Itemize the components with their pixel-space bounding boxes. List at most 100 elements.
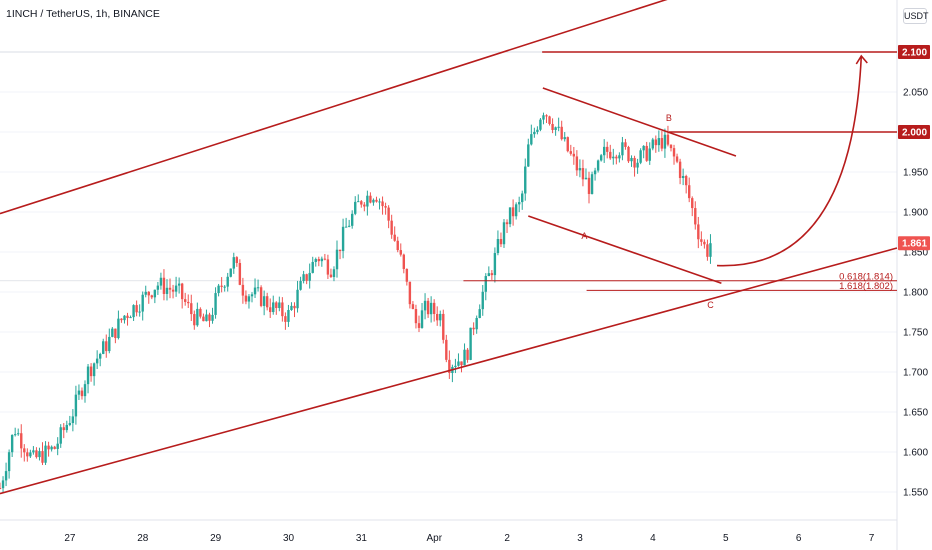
candle-down (587, 177, 591, 194)
candle-down (615, 156, 618, 159)
candle-up (554, 127, 557, 131)
candle-up (463, 349, 466, 366)
candle-down (53, 446, 56, 449)
wave-label-a: A (581, 231, 587, 241)
candle-up (314, 259, 317, 262)
candle-down (691, 198, 694, 209)
candle-up (599, 155, 603, 161)
time-tick-label: 4 (650, 533, 656, 544)
time-tick-label: 2 (504, 533, 510, 544)
candle-up (621, 142, 624, 156)
currency-unit-button[interactable]: USDT (903, 8, 929, 24)
candle-up (141, 294, 144, 312)
candle-down (326, 259, 330, 275)
candle-up (256, 287, 260, 289)
candle-down (566, 137, 569, 152)
candle-down (329, 274, 333, 278)
candle-up (311, 261, 314, 273)
candle-down (706, 244, 709, 257)
candle-down (338, 249, 342, 252)
price-tick-label: 1.700 (903, 368, 928, 379)
candle-up (77, 390, 81, 395)
candle-up (429, 302, 433, 315)
candle-down (633, 157, 636, 168)
candle-down (105, 341, 108, 352)
candle-down (135, 305, 138, 313)
price-tick-label: 1.750 (903, 328, 928, 339)
time-tick-label: 7 (869, 533, 875, 544)
candle-down (645, 145, 648, 161)
candle-up (32, 450, 35, 453)
candle-up (481, 291, 484, 310)
candle-up (533, 131, 536, 135)
price-axis[interactable]: 1.550 1.600 1.650 1.700 1.750 1.800 1.850 1.900… (898, 45, 930, 499)
candle-up (454, 365, 457, 367)
candle-down (675, 156, 679, 162)
candle-down (20, 433, 23, 449)
candle-up (320, 258, 324, 262)
candle-down (700, 239, 703, 242)
projection-arrow (716, 55, 863, 267)
candle-up (496, 239, 500, 254)
price-tick-label: 1.950 (903, 168, 928, 179)
candle-up (502, 222, 506, 245)
target-price-badge-1 (898, 45, 930, 59)
candle-up (217, 285, 220, 294)
price-tick-label: 1.550 (903, 488, 928, 499)
fib-label-2: 1.618(1.802) (839, 281, 893, 292)
projection-arrowhead (855, 54, 868, 65)
candle-up (1, 480, 5, 489)
candle-up (86, 366, 90, 385)
candle-down (654, 139, 658, 146)
candle-down (697, 224, 700, 240)
candle-up (484, 276, 487, 292)
candle-down (265, 296, 269, 308)
candle-down (417, 323, 421, 328)
price-tick-label: 1.800 (903, 288, 928, 299)
candle-up (29, 452, 32, 457)
time-axis[interactable]: 27 28 29 30 31 Apr 2 3 4 5 6 7 (64, 533, 874, 544)
candle-up (223, 286, 226, 288)
candle-up (10, 434, 14, 453)
time-tick-label: 6 (796, 533, 802, 544)
candle-down (399, 250, 402, 255)
drawings[interactable] (0, 0, 898, 495)
candle-down (445, 339, 448, 360)
candle-up (7, 452, 11, 472)
candle-up (253, 287, 257, 295)
candle-up (420, 310, 424, 328)
candle-up (296, 289, 299, 309)
candle-up (250, 294, 254, 297)
candle-down (363, 204, 366, 207)
candle-up (536, 129, 539, 132)
candle-down (581, 168, 585, 180)
price-tick-label: 1.600 (903, 448, 928, 459)
candle-up (278, 302, 281, 309)
candle-up (299, 281, 302, 290)
candle-down (669, 144, 673, 149)
candle-down (150, 295, 154, 298)
candle-down (193, 314, 196, 326)
last-price-badge-text: 1.861 (902, 239, 927, 250)
channel-upper-line (0, 0, 668, 215)
candle-up (517, 202, 521, 205)
candle-up (92, 363, 96, 377)
candle-up (618, 155, 621, 159)
time-tick-label: 31 (356, 533, 368, 544)
candle-down (490, 273, 494, 276)
candle-down (269, 307, 272, 313)
candle-down (23, 448, 26, 453)
candle-down (238, 262, 242, 285)
candle-up (563, 137, 566, 140)
time-tick-label: 5 (723, 533, 729, 544)
price-tick-label: 2.050 (903, 88, 928, 99)
candle-up (508, 207, 512, 225)
candle-down (411, 304, 415, 310)
candle-down (666, 134, 670, 145)
candle-down (575, 156, 579, 171)
wave-label-c: C (707, 300, 714, 310)
time-tick-label: 28 (137, 533, 149, 544)
candle-up (350, 213, 354, 226)
candle-down (284, 316, 287, 322)
